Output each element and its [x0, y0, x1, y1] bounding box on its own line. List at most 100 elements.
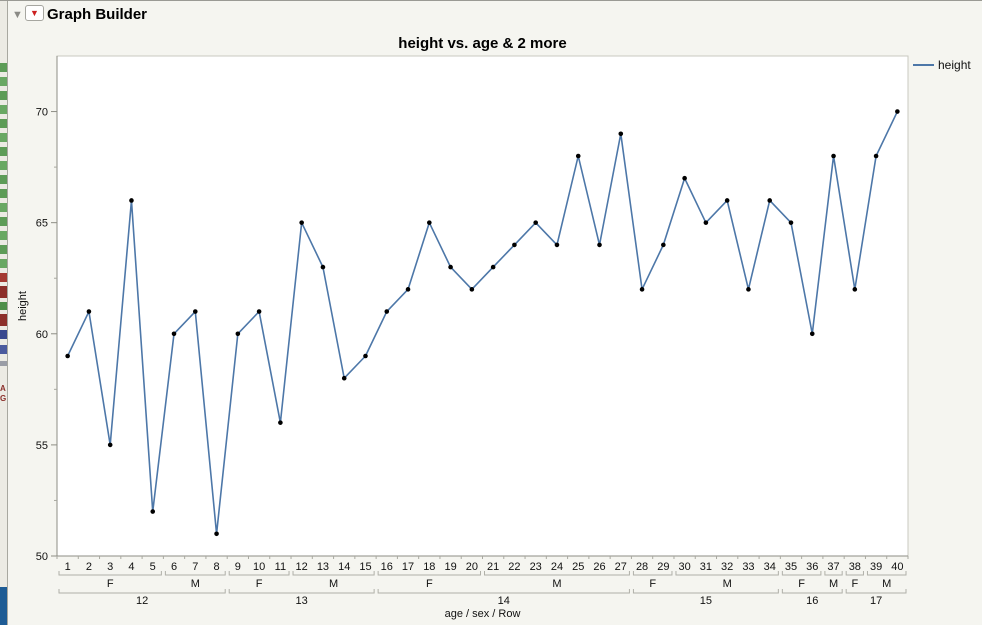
data-point[interactable]	[724, 198, 730, 203]
sex-group-bracket	[781, 571, 822, 576]
legend-item-height[interactable]: height	[913, 58, 971, 72]
row-label: 25	[572, 561, 584, 573]
age-group-label: 13	[296, 595, 308, 607]
data-point[interactable]	[278, 420, 283, 425]
row-label: 23	[530, 561, 542, 573]
data-point[interactable]	[490, 264, 496, 270]
row-state-marker	[0, 345, 7, 354]
sex-group-label: F	[649, 578, 656, 590]
row-state-marker	[0, 77, 7, 86]
data-point[interactable]	[873, 153, 879, 159]
data-point[interactable]	[618, 131, 624, 137]
row-state-marker	[0, 286, 7, 298]
row-label: 1	[65, 561, 71, 573]
data-point[interactable]	[788, 220, 794, 225]
sex-group-bracket	[632, 571, 673, 576]
legend-line-swatch	[913, 64, 934, 66]
row-label: 31	[700, 561, 712, 573]
row-label: 5	[150, 561, 156, 573]
data-point[interactable]	[852, 287, 858, 292]
data-point[interactable]	[86, 309, 92, 314]
disclosure-triangle-icon[interactable]: ▼	[12, 9, 23, 21]
sex-group-label: F	[798, 578, 805, 590]
row-label: 37	[827, 561, 839, 573]
sex-group-label: M	[723, 578, 732, 590]
chart-title: height vs. age & 2 more	[398, 35, 567, 52]
row-state-marker	[0, 245, 7, 254]
data-point[interactable]	[533, 220, 538, 225]
row-label: 26	[593, 561, 605, 573]
row-label: 16	[381, 561, 393, 573]
data-point[interactable]	[639, 287, 645, 292]
data-point[interactable]	[661, 242, 666, 248]
data-point[interactable]	[341, 375, 347, 381]
row-label: 40	[891, 561, 903, 573]
age-group-bracket	[228, 589, 375, 594]
data-point[interactable]	[235, 331, 241, 337]
data-point[interactable]	[171, 331, 177, 337]
sex-group-bracket	[377, 571, 481, 576]
y-tick-label: 50	[36, 551, 48, 563]
sex-group-bracket	[164, 571, 226, 576]
row-label: 27	[615, 561, 627, 573]
age-group-label: 12	[136, 595, 148, 607]
data-point[interactable]	[405, 287, 411, 292]
graph-builder-window: ▼ ▼ Graph Builder height vs. age & 2 mor…	[9, 1, 982, 625]
data-point[interactable]	[809, 331, 815, 337]
data-point[interactable]	[214, 531, 219, 537]
data-point[interactable]	[554, 242, 560, 248]
y-tick-label: 65	[36, 218, 48, 230]
data-point[interactable]	[703, 220, 709, 225]
data-point[interactable]	[469, 287, 475, 292]
sex-group-bracket	[484, 571, 630, 576]
row-state-marker	[0, 161, 7, 170]
data-point[interactable]	[320, 264, 326, 270]
row-label: 29	[657, 561, 669, 573]
data-point[interactable]	[363, 353, 368, 359]
data-point[interactable]	[767, 198, 773, 203]
data-point[interactable]	[448, 264, 453, 270]
row-state-marker	[0, 314, 7, 326]
row-label: 33	[742, 561, 754, 573]
age-group-bracket	[632, 589, 779, 594]
row-label: 28	[636, 561, 648, 573]
row-label: 7	[192, 561, 198, 573]
data-point[interactable]	[427, 220, 432, 225]
row-state-marker	[0, 105, 7, 114]
row-label: 19	[444, 561, 456, 573]
data-point[interactable]	[256, 309, 262, 314]
row-state-marker	[0, 133, 7, 142]
row-label: 10	[253, 561, 265, 573]
data-point[interactable]	[150, 509, 156, 514]
row-label: 17	[402, 561, 414, 573]
data-point[interactable]	[746, 287, 751, 292]
row-state-marker	[0, 189, 7, 198]
report-header: ▼ ▼ Graph Builder	[9, 1, 982, 31]
data-point[interactable]	[384, 309, 390, 314]
data-point[interactable]	[895, 109, 900, 114]
data-point[interactable]	[107, 442, 113, 448]
data-point[interactable]	[512, 242, 517, 248]
data-point[interactable]	[575, 153, 581, 159]
background-text-fragment: A	[0, 384, 6, 393]
age-group-bracket	[377, 589, 630, 594]
row-label: 3	[107, 561, 113, 573]
age-group-label: 14	[498, 595, 510, 607]
data-point[interactable]	[597, 242, 602, 248]
sex-group-label: M	[191, 578, 200, 590]
report-title: Graph Builder	[47, 6, 148, 23]
row-state-marker	[0, 217, 7, 226]
data-point[interactable]	[192, 309, 198, 314]
data-point[interactable]	[831, 153, 836, 159]
sex-group-bracket	[824, 571, 843, 576]
data-point[interactable]	[299, 220, 304, 225]
red-triangle-menu-button[interactable]: ▼	[25, 5, 44, 21]
data-point[interactable]	[65, 353, 70, 359]
data-point[interactable]	[682, 175, 687, 181]
data-point[interactable]	[129, 198, 134, 203]
sex-group-label: M	[829, 578, 838, 590]
row-label: 11	[275, 561, 286, 573]
row-label: 4	[128, 561, 134, 573]
